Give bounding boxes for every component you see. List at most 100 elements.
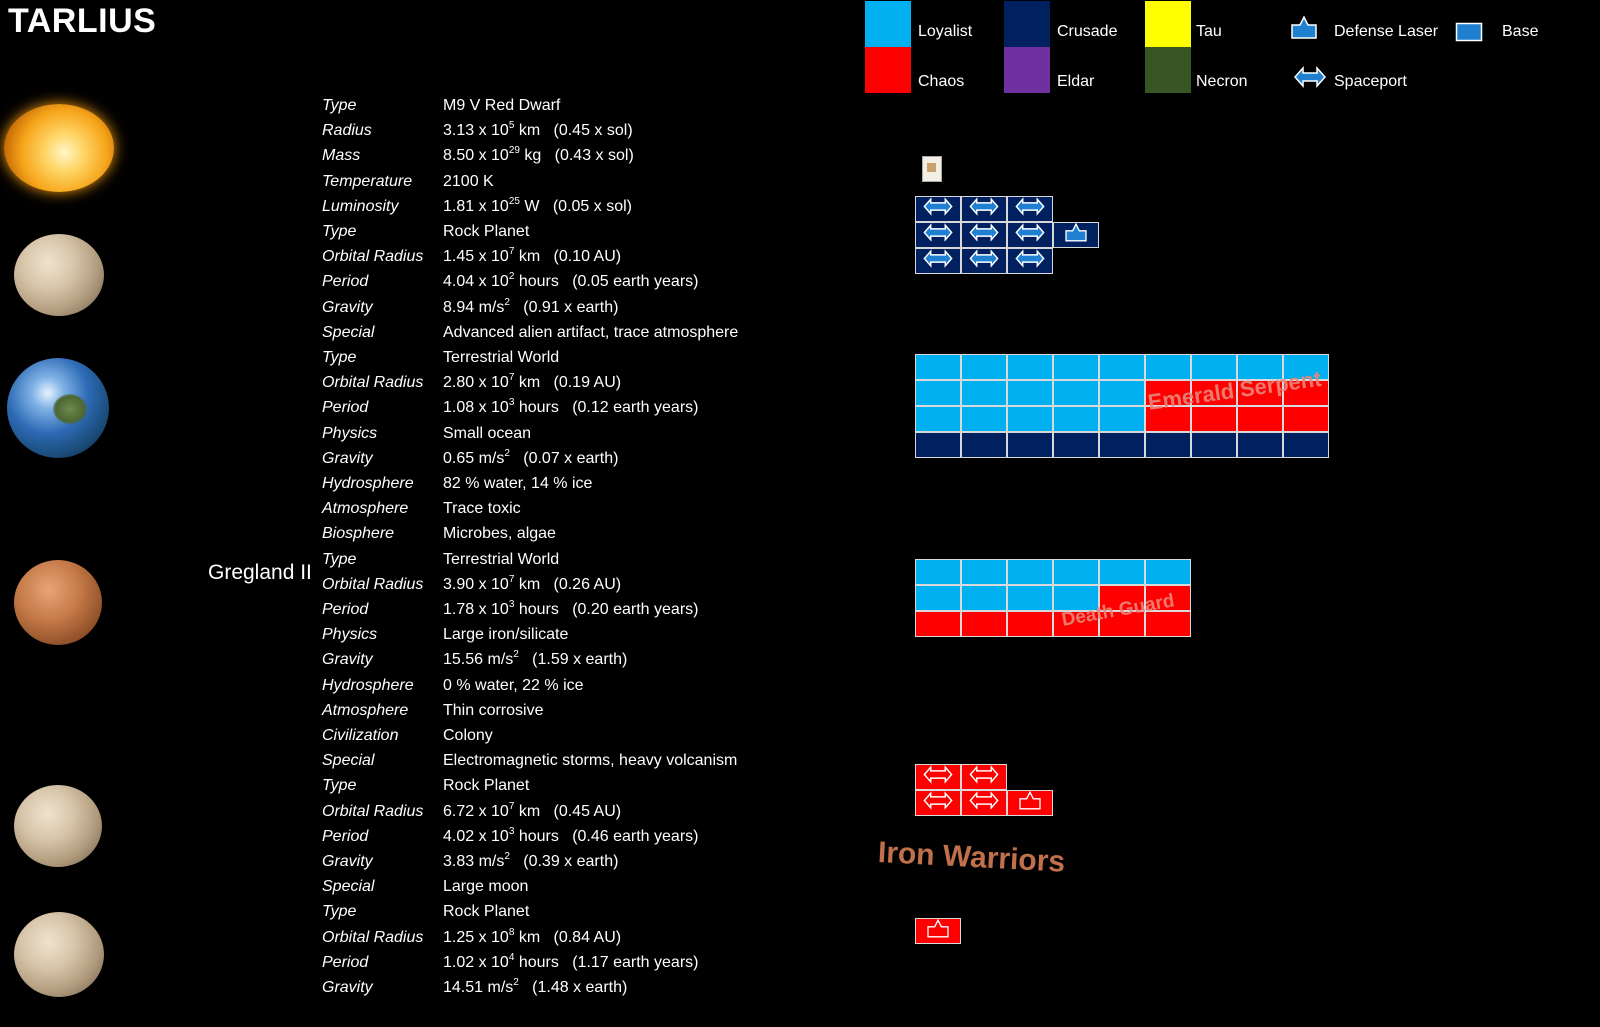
- stat-value-unit: km (0.26 AU): [514, 576, 622, 593]
- stat-label: Type: [322, 223, 357, 240]
- grid-cell-loyalist[interactable]: [915, 380, 961, 406]
- grid-cell-chaos[interactable]: [1099, 585, 1145, 611]
- legend-label-chaos: Chaos: [918, 73, 965, 90]
- grid-cell-crusade[interactable]: [1191, 432, 1237, 458]
- grid-cell-crusade[interactable]: [961, 432, 1007, 458]
- grid-cell-chaos[interactable]: [915, 790, 961, 816]
- grid-cell-chaos[interactable]: [1191, 380, 1237, 406]
- grid-cell-loyalist[interactable]: [1053, 354, 1099, 380]
- legend-swatch-loyalist: [865, 1, 911, 47]
- grid-cell-loyalist[interactable]: [1053, 559, 1099, 585]
- spaceport-icon: [1015, 223, 1045, 248]
- grid-cell-chaos[interactable]: [961, 764, 1007, 790]
- grid-cell-chaos[interactable]: [1191, 406, 1237, 432]
- stat-value: 1.25 x 108 km (0.84 AU): [443, 927, 621, 947]
- stat-label: Civilization: [322, 727, 399, 744]
- system-title: TARLIUS: [8, 2, 157, 40]
- stat-value: 4.02 x 103 hours (0.46 earth years): [443, 827, 698, 846]
- grid-cell-loyalist[interactable]: [961, 406, 1007, 432]
- grid-cell-loyalist[interactable]: [1053, 585, 1099, 611]
- grid-cell-chaos[interactable]: [1283, 380, 1329, 406]
- planet-4-control-grid: [915, 764, 1053, 816]
- grid-cell-chaos[interactable]: [1145, 406, 1191, 432]
- grid-cell-crusade[interactable]: [915, 222, 961, 248]
- legend-label-crusade: Crusade: [1057, 23, 1118, 40]
- grid-cell-chaos[interactable]: [1145, 380, 1191, 406]
- grid-cell-loyalist[interactable]: [915, 406, 961, 432]
- grid-cell-loyalist[interactable]: [1099, 406, 1145, 432]
- grid-cell-crusade[interactable]: [1283, 432, 1329, 458]
- grid-cell-loyalist[interactable]: [1053, 406, 1099, 432]
- grid-cell-loyalist[interactable]: [1007, 380, 1053, 406]
- stat-value-unit: km (0.45 AU): [514, 803, 622, 820]
- legend-label-eldar: Eldar: [1057, 73, 1095, 90]
- stat-value: Small ocean: [443, 425, 532, 442]
- grid-cell-crusade[interactable]: [1007, 432, 1053, 458]
- grid-cell-loyalist[interactable]: [1099, 559, 1145, 585]
- grid-cell-crusade[interactable]: [1237, 432, 1283, 458]
- stat-value-base: 3.13 x 10: [443, 122, 509, 139]
- stat-value-exponent: 8: [508, 927, 515, 938]
- stat-value: Trace toxic: [443, 500, 521, 517]
- grid-cell-crusade[interactable]: [961, 196, 1007, 222]
- grid-cell-chaos[interactable]: [1237, 406, 1283, 432]
- grid-cell-loyalist[interactable]: [1007, 559, 1053, 585]
- stat-value: Rock Planet: [443, 903, 530, 920]
- grid-cell-loyalist[interactable]: [961, 380, 1007, 406]
- grid-cell-empty: [1007, 764, 1053, 790]
- stat-value: M9 V Red Dwarf: [443, 97, 561, 114]
- star-image: [4, 104, 114, 192]
- grid-cell-crusade[interactable]: [961, 222, 1007, 248]
- grid-cell-chaos[interactable]: [961, 790, 1007, 816]
- grid-cell-crusade[interactable]: [1007, 248, 1053, 274]
- grid-cell-chaos[interactable]: [1099, 611, 1145, 637]
- grid-cell-chaos[interactable]: [1283, 406, 1329, 432]
- grid-cell-crusade[interactable]: [1007, 222, 1053, 248]
- stat-value: 6.72 x 107 km (0.45 AU): [443, 802, 622, 821]
- grid-cell-loyalist[interactable]: [961, 585, 1007, 611]
- grid-cell-crusade[interactable]: [1099, 432, 1145, 458]
- stat-value-exponent: 2: [504, 297, 510, 308]
- stat-label: Radius: [322, 122, 372, 139]
- grid-cell-crusade[interactable]: [1145, 432, 1191, 458]
- stat-value-exponent: 2: [513, 649, 519, 660]
- grid-cell-loyalist[interactable]: [1007, 354, 1053, 380]
- grid-cell-crusade[interactable]: [915, 432, 961, 458]
- grid-cell-loyalist[interactable]: [1145, 559, 1191, 585]
- grid-cell-crusade[interactable]: [915, 196, 961, 222]
- grid-cell-chaos[interactable]: [915, 611, 961, 637]
- grid-cell-loyalist[interactable]: [1283, 354, 1329, 380]
- grid-cell-loyalist[interactable]: [915, 354, 961, 380]
- grid-cell-crusade[interactable]: [1007, 196, 1053, 222]
- grid-cell-loyalist[interactable]: [915, 559, 961, 585]
- grid-cell-chaos[interactable]: [1007, 611, 1053, 637]
- grid-cell-loyalist[interactable]: [961, 354, 1007, 380]
- grid-cell-loyalist[interactable]: [1191, 354, 1237, 380]
- stat-value-unit: W (0.05 x sol): [519, 198, 632, 215]
- grid-cell-chaos[interactable]: [915, 918, 961, 944]
- grid-cell-loyalist[interactable]: [915, 585, 961, 611]
- stat-value-exponent: 2: [513, 977, 519, 988]
- stat-value-exponent: 7: [508, 372, 515, 383]
- grid-cell-loyalist[interactable]: [961, 559, 1007, 585]
- grid-cell-crusade[interactable]: [915, 248, 961, 274]
- grid-cell-crusade[interactable]: [1053, 432, 1099, 458]
- grid-cell-chaos[interactable]: [1007, 790, 1053, 816]
- planet-name-label: Gregland II: [208, 561, 312, 584]
- grid-cell-chaos[interactable]: [1237, 380, 1283, 406]
- grid-cell-chaos[interactable]: [1053, 611, 1099, 637]
- grid-cell-loyalist[interactable]: [1237, 354, 1283, 380]
- grid-cell-chaos[interactable]: [915, 764, 961, 790]
- grid-cell-crusade[interactable]: [1053, 222, 1099, 248]
- grid-cell-crusade[interactable]: [961, 248, 1007, 274]
- grid-cell-chaos[interactable]: [961, 611, 1007, 637]
- grid-cell-loyalist[interactable]: [1053, 380, 1099, 406]
- grid-cell-loyalist[interactable]: [1099, 380, 1145, 406]
- grid-cell-loyalist[interactable]: [1007, 585, 1053, 611]
- grid-cell-loyalist[interactable]: [1007, 406, 1053, 432]
- grid-cell-loyalist[interactable]: [1099, 354, 1145, 380]
- stat-value-base: 8.50 x 10: [443, 147, 509, 164]
- grid-cell-chaos[interactable]: [1145, 585, 1191, 611]
- grid-cell-loyalist[interactable]: [1145, 354, 1191, 380]
- grid-cell-chaos[interactable]: [1145, 611, 1191, 637]
